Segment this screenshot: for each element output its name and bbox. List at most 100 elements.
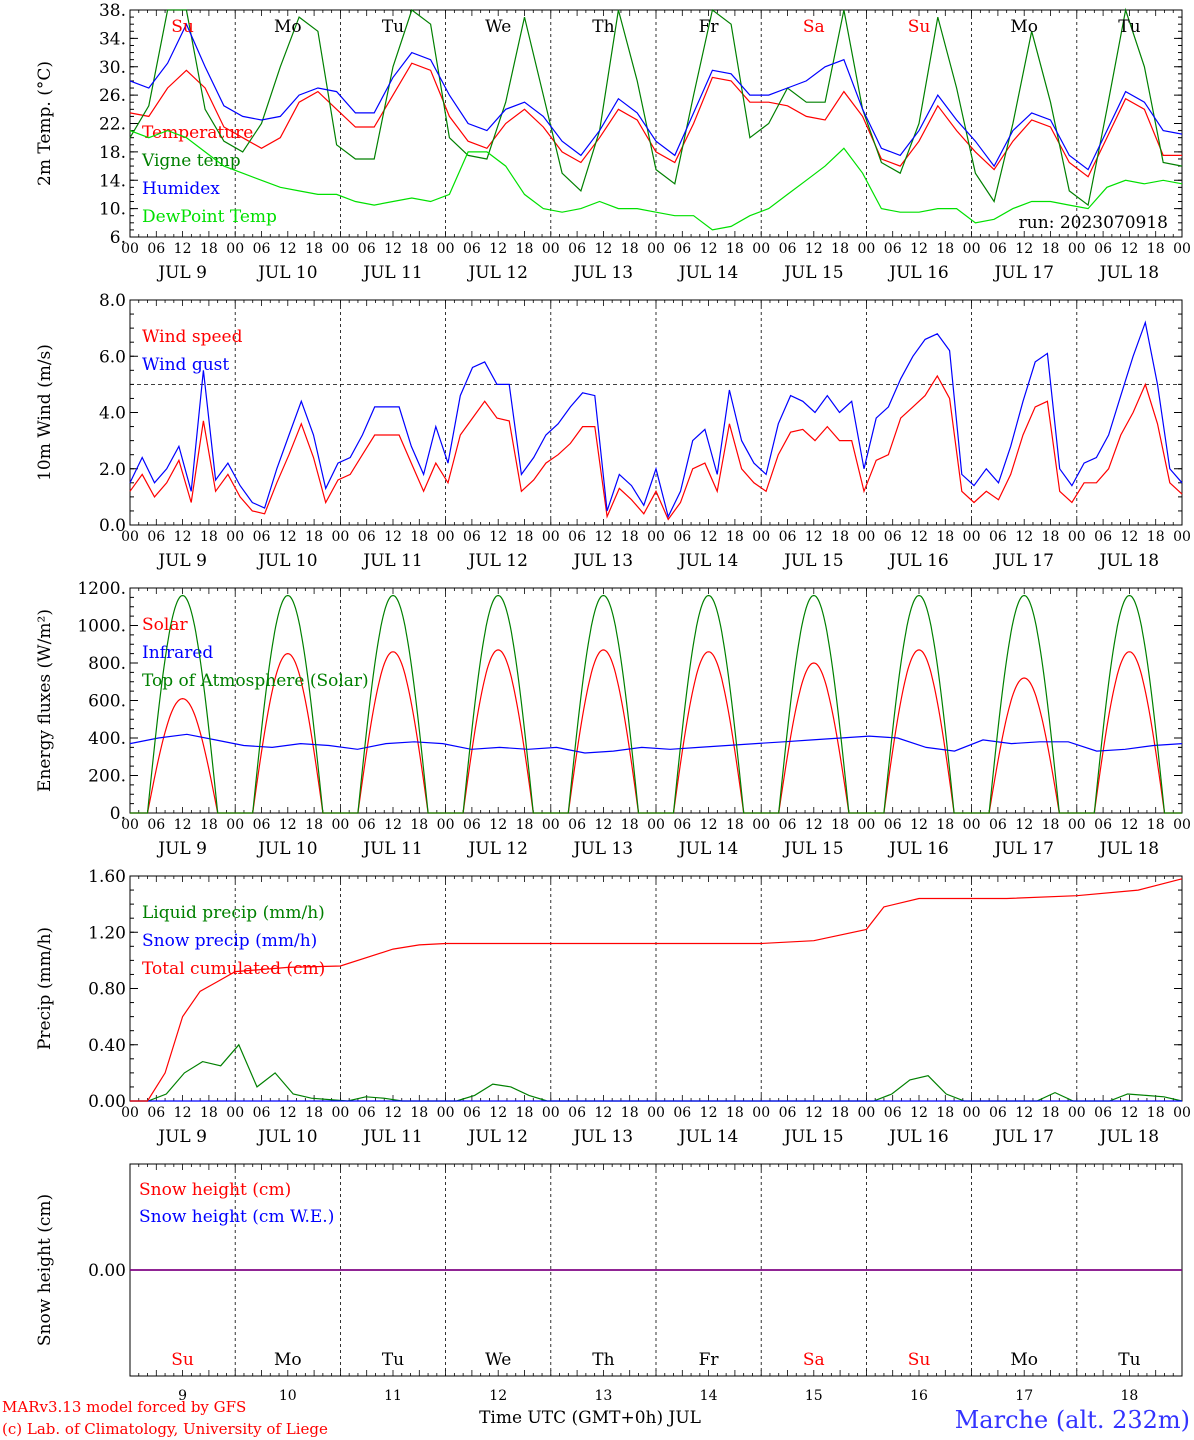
x-hour-label: 00 — [437, 817, 455, 833]
x-hour-label: 18 — [516, 529, 534, 545]
y-tick-label: 34. — [99, 29, 126, 49]
y-tick-label: 2.0 — [99, 460, 126, 480]
x-hour-label: 12 — [489, 817, 507, 833]
x-day-label: JUL 10 — [256, 1127, 317, 1147]
x-day-label: JUL 15 — [782, 839, 843, 859]
x-hour-label: 18 — [200, 529, 218, 545]
x-hour-label: 18 — [1147, 1105, 1165, 1121]
x-hour-label: 00 — [1173, 1105, 1191, 1121]
legend-entry: Solar — [142, 615, 188, 635]
x-hour-label: 06 — [673, 1105, 691, 1121]
y-axis-label: 10m Wind (m/s) — [35, 344, 55, 481]
x-hour-label: 00 — [542, 241, 560, 257]
x-hour-label: 18 — [305, 241, 323, 257]
footer-lab-credit: (c) Lab. of Climatology, University of L… — [2, 1420, 328, 1438]
x-day-number: 12 — [489, 1388, 507, 1404]
y-axis-label: Precip (mm/h) — [35, 927, 55, 1050]
x-hour-label: 18 — [410, 529, 428, 545]
weekday-label: Mo — [274, 1350, 302, 1370]
x-hour-label: 12 — [805, 1105, 823, 1121]
x-hour-label: 18 — [831, 241, 849, 257]
x-hour-label: 06 — [463, 817, 481, 833]
series-line — [129, 22, 1183, 171]
x-hour-label: 00 — [226, 241, 244, 257]
chart-panel-4: 0.00 0.40 0.80 1.20 1.60 Precip (mm/h) Liquid … — [35, 867, 1191, 1147]
x-hour-label: 00 — [963, 817, 981, 833]
x-hour-label: 18 — [1042, 817, 1060, 833]
legend-entry: Humidex — [142, 179, 220, 199]
x-day-label: JUL 17 — [992, 263, 1053, 283]
x-hour-label: 06 — [147, 241, 165, 257]
series-line — [129, 7, 1183, 207]
x-hour-label: 06 — [1094, 817, 1112, 833]
weekday-label: Tu — [1118, 17, 1140, 37]
x-hour-label: 12 — [279, 529, 297, 545]
x-hour-label: 06 — [1094, 1105, 1112, 1121]
weekday-label: Su — [908, 1350, 931, 1370]
x-hour-label: 12 — [805, 241, 823, 257]
weekday-label: Tu — [382, 1350, 404, 1370]
x-hour-label: 18 — [621, 817, 639, 833]
x-hour-label: 00 — [542, 817, 560, 833]
x-hour-label: 18 — [516, 1105, 534, 1121]
x-hour-label: 18 — [1147, 529, 1165, 545]
y-axis-label: 2m Temp. (°C) — [35, 61, 55, 186]
x-hour-label: 18 — [516, 241, 534, 257]
x-hour-label: 06 — [358, 1105, 376, 1121]
x-hour-label: 00 — [437, 241, 455, 257]
x-hour-label: 12 — [700, 1105, 718, 1121]
x-hour-label: 06 — [253, 1105, 271, 1121]
x-hour-label: 18 — [410, 817, 428, 833]
x-hour-label: 06 — [989, 1105, 1007, 1121]
y-tick-label: 8.0 — [99, 291, 126, 311]
weekday-label: Mo — [274, 17, 302, 37]
x-hour-label: 18 — [936, 1105, 954, 1121]
x-hour-label: 00 — [331, 241, 349, 257]
y-tick-label: 200. — [88, 767, 126, 787]
x-hour-label: 00 — [121, 817, 139, 833]
x-hour-label: 12 — [384, 1105, 402, 1121]
x-hour-label: 12 — [805, 529, 823, 545]
x-hour-label: 00 — [226, 1105, 244, 1121]
x-hour-label: 18 — [1147, 817, 1165, 833]
x-hour-label: 18 — [936, 529, 954, 545]
legend-entry: Liquid precip (mm/h) — [142, 903, 325, 923]
y-tick-label: 10. — [99, 200, 126, 220]
weekday-label: Th — [592, 1350, 614, 1370]
legend-entry: Infrared — [142, 643, 213, 663]
x-day-label: JUL 13 — [572, 1127, 633, 1147]
x-hour-label: 18 — [200, 241, 218, 257]
y-tick-label: 22. — [99, 115, 126, 135]
x-hour-label: 12 — [1120, 1105, 1138, 1121]
y-tick-label: 1200. — [77, 579, 126, 599]
run-label: run: 2023070918 — [1019, 213, 1168, 233]
x-hour-label: 00 — [437, 529, 455, 545]
x-day-label: JUL 12 — [466, 1127, 527, 1147]
x-hour-label: 18 — [936, 817, 954, 833]
series-line — [130, 594, 1182, 814]
x-hour-label: 06 — [358, 241, 376, 257]
x-hour-label: 00 — [1068, 1105, 1086, 1121]
x-hour-label: 06 — [884, 529, 902, 545]
weekday-label: We — [485, 1350, 511, 1370]
y-tick-label: 4.0 — [99, 404, 126, 424]
x-day-label: JUL 11 — [361, 263, 422, 283]
x-hour-label: 00 — [1173, 241, 1191, 257]
x-hour-label: 06 — [253, 817, 271, 833]
x-day-label: JUL 12 — [466, 263, 527, 283]
x-hour-label: 06 — [884, 1105, 902, 1121]
x-hour-label: 18 — [726, 529, 744, 545]
x-day-number: 15 — [805, 1388, 823, 1404]
y-tick-label: 1000. — [77, 617, 126, 637]
y-tick-label: 0.40 — [88, 1036, 126, 1056]
x-hour-label: 12 — [489, 529, 507, 545]
x-hour-label: 06 — [779, 529, 797, 545]
x-day-label: JUL 11 — [361, 839, 422, 859]
y-tick-label: 0.0 — [99, 516, 126, 536]
x-hour-label: 12 — [910, 529, 928, 545]
x-hour-label: 06 — [1094, 241, 1112, 257]
x-hour-label: 18 — [726, 817, 744, 833]
x-hour-label: 00 — [963, 241, 981, 257]
x-hour-label: 00 — [752, 241, 770, 257]
weekday-label: Mo — [1010, 1350, 1038, 1370]
